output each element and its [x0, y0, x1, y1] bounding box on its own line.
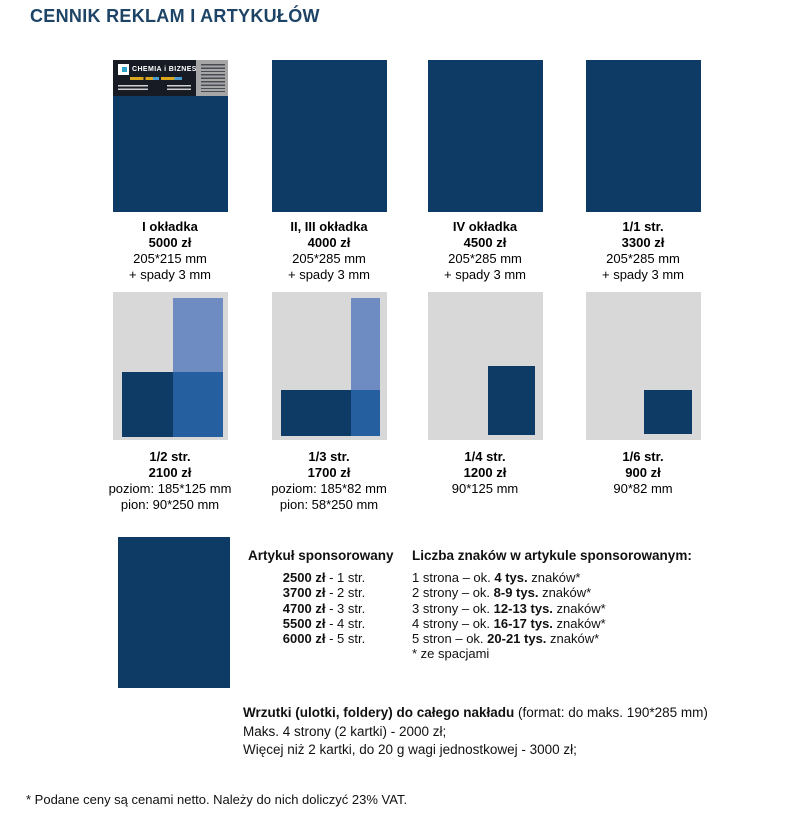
ad-name: 1/1 str.	[622, 219, 664, 234]
ad-size: 205*285 mm	[448, 251, 522, 266]
ad-size-vertical: pion: 58*250 mm	[279, 497, 379, 512]
fraction-preview-half	[113, 292, 228, 440]
ad-size: 90*125 mm	[451, 481, 519, 496]
cover-preview-2	[272, 60, 387, 212]
inserts-info: Wrzutki (ulotki, foldery) do całego nakł…	[243, 704, 713, 760]
cover-preview-4	[586, 60, 701, 212]
ad-name: 1/4 str.	[464, 449, 506, 464]
sponsored-price-row: 2500 zł - 1 str.	[282, 570, 366, 585]
ad-bleed: + spady 3 mm	[601, 267, 684, 282]
sponsored-heading: Artykuł sponsorowany	[248, 548, 394, 563]
inserts-line-3: Więcej niż 2 kartki, do 20 g wagi jednos…	[243, 742, 577, 758]
ad-price: 1200 zł	[463, 465, 507, 480]
logo-inner-square	[122, 67, 127, 72]
cover-label-2: II, III okładka 4000 zł 205*285 mm + spa…	[244, 219, 414, 283]
ad-price: 2100 zł	[148, 465, 192, 480]
magazine-masthead: CHEMIA i BIZNES	[113, 60, 228, 96]
ad-bleed: + spady 3 mm	[128, 267, 211, 282]
ad-area-overlap	[173, 372, 223, 437]
sponsored-price-row: 6000 zł - 5 str.	[282, 631, 366, 647]
char-count-row: 3 strony – ok. 12-13 tys. znaków*	[412, 600, 606, 616]
inserts-line-2: Maks. 4 strony (2 kartki) - 2000 zł;	[243, 723, 447, 739]
sponsored-price-row: 5500 zł - 4 str.	[282, 615, 366, 631]
ad-area-vertical-half	[173, 298, 223, 372]
ad-name: II, III okładka	[290, 219, 368, 234]
fraction-label-half: 1/2 str. 2100 zł poziom: 185*125 mm pion…	[85, 449, 255, 513]
cover-preview-3	[428, 60, 543, 212]
masthead-tagline-bar	[130, 77, 182, 80]
ad-area-quarter	[488, 366, 535, 435]
sponsored-price-list: Artykuł sponsorowany 2500 zł - 1 str. 37…	[248, 548, 400, 646]
cover-label-1: I okładka 5000 zł 205*215 mm + spady 3 m…	[85, 219, 255, 283]
ad-name: 1/3 str.	[308, 449, 350, 464]
ad-price: 3300 zł	[621, 235, 665, 250]
ad-size-horizontal: poziom: 185*125 mm	[108, 481, 232, 496]
magazine-logo-icon	[118, 64, 129, 75]
masthead-text-lines-left	[118, 85, 148, 92]
masthead-info-text-lines	[201, 64, 225, 92]
ad-bleed: + spady 3 mm	[443, 267, 526, 282]
fraction-preview-quarter	[428, 292, 543, 440]
character-count-info: Liczba znaków w artykule sponsorowanym: …	[412, 548, 722, 662]
ad-size-horizontal: poziom: 185*82 mm	[271, 481, 387, 496]
char-count-row: 4 strony – ok. 16-17 tys. znaków*	[412, 615, 606, 631]
cover-label-3: IV okładka 4500 zł 205*285 mm + spady 3 …	[400, 219, 570, 283]
ad-price: 1700 zł	[307, 465, 351, 480]
ad-name: 1/2 str.	[149, 449, 191, 464]
ad-area-horizontal-half	[122, 372, 173, 437]
sponsored-price-row: 4700 zł - 3 str.	[282, 600, 366, 616]
ad-name: I okładka	[142, 219, 198, 234]
fraction-label-sixth: 1/6 str. 900 zł 90*82 mm	[558, 449, 728, 497]
char-count-row: 5 stron – ok. 20-21 tys. znaków*	[412, 631, 600, 647]
ad-area-sixth	[644, 390, 692, 434]
char-count-note: * ze spacjami	[412, 646, 490, 662]
sponsored-price-row: 3700 zł - 2 str.	[282, 585, 366, 601]
sponsored-article-preview	[118, 537, 230, 688]
ad-price: 5000 zł	[148, 235, 192, 250]
masthead-info-panel	[196, 60, 228, 96]
inserts-heading: Wrzutki (ulotki, foldery) do całego nakł…	[243, 705, 708, 720]
masthead-text-lines-right	[167, 85, 191, 92]
fraction-label-third: 1/3 str. 1700 zł poziom: 185*82 mm pion:…	[244, 449, 414, 513]
ad-area-vertical-third	[351, 298, 380, 390]
ad-name: IV okładka	[452, 219, 518, 234]
ad-bleed: + spady 3 mm	[287, 267, 370, 282]
magazine-logo-text: CHEMIA i BIZNES	[132, 66, 197, 73]
fraction-preview-sixth	[586, 292, 701, 440]
cover-label-4: 1/1 str. 3300 zł 205*285 mm + spady 3 mm	[558, 219, 728, 283]
cover-preview-1: CHEMIA i BIZNES	[113, 60, 228, 212]
ad-size: 205*285 mm	[292, 251, 366, 266]
masthead-dark-band: CHEMIA i BIZNES	[113, 60, 196, 96]
char-count-heading: Liczba znaków w artykule sponsorowanym:	[412, 548, 692, 563]
ad-price: 900 zł	[625, 465, 661, 480]
fraction-preview-third	[272, 292, 387, 440]
ad-area-horizontal-third	[281, 390, 351, 436]
page-title: CENNIK REKLAM I ARTYKUŁÓW	[30, 6, 320, 26]
fraction-label-quarter: 1/4 str. 1200 zł 90*125 mm	[400, 449, 570, 497]
char-count-row: 1 strona – ok. 4 tys. znaków*	[412, 570, 581, 585]
ad-size: 205*285 mm	[606, 251, 680, 266]
vat-footnote: * Podane ceny są cenami netto. Należy do…	[26, 792, 408, 807]
char-count-row: 2 strony – ok. 8-9 tys. znaków*	[412, 585, 592, 601]
ad-price: 4000 zł	[307, 235, 351, 250]
ad-area-overlap	[351, 390, 380, 436]
ad-price: 4500 zł	[463, 235, 507, 250]
ad-size: 205*215 mm	[133, 251, 207, 266]
ad-name: 1/6 str.	[622, 449, 664, 464]
ad-size-vertical: pion: 90*250 mm	[120, 497, 220, 512]
ad-size: 90*82 mm	[613, 481, 673, 496]
